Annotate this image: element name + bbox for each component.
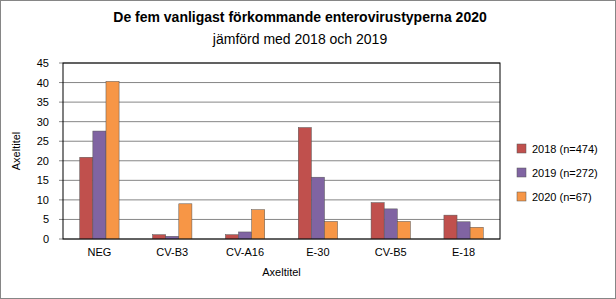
subtitle: jämförd med 2018 och 2019 — [212, 31, 388, 47]
bar — [153, 235, 166, 239]
bar — [470, 227, 483, 239]
tick-mark — [59, 121, 63, 122]
bar — [106, 81, 119, 239]
grid-line — [63, 102, 500, 103]
legend-label: 2020 (n=67) — [532, 191, 592, 203]
bar — [311, 177, 324, 239]
legend-swatch — [517, 168, 526, 177]
x-tick-label: CV-B3 — [156, 246, 188, 258]
bar — [397, 221, 410, 239]
y-tick-label: 15 — [37, 174, 49, 186]
y-tick-label: 5 — [43, 213, 49, 225]
tick-mark — [59, 199, 63, 200]
grid-line — [63, 180, 500, 181]
bar — [298, 128, 311, 239]
grid-line — [63, 82, 500, 83]
y-tick-label: 30 — [37, 116, 49, 128]
y-tick-label: 45 — [37, 57, 49, 69]
y-tick-label: 40 — [37, 77, 49, 89]
x-tick-label: E-18 — [452, 246, 475, 258]
grid-line — [63, 219, 500, 220]
legend-label: 2018 (n=474) — [532, 143, 598, 155]
tick-mark — [59, 141, 63, 142]
bar — [324, 221, 337, 239]
legend-label: 2019 (n=272) — [532, 167, 598, 179]
bar — [457, 222, 470, 239]
bar — [384, 209, 397, 239]
y-tick-label: 10 — [37, 194, 49, 206]
title: De fem vanligast förkommande enterovirus… — [113, 9, 487, 25]
bar — [444, 215, 457, 239]
bar — [179, 204, 192, 239]
grid-line — [63, 141, 500, 142]
y-axis-title: Axeltitel — [10, 132, 22, 171]
grid-line — [63, 160, 500, 161]
y-tick-label: 0 — [43, 233, 49, 245]
chart-border — [1, 1, 616, 299]
x-tick-label: CV-A16 — [226, 246, 264, 258]
chart-svg: De fem vanligast förkommande enterovirus… — [0, 0, 616, 299]
bar — [252, 210, 265, 239]
bar — [239, 232, 252, 239]
chart-container: De fem vanligast förkommande enterovirus… — [0, 0, 616, 299]
tick-mark — [59, 160, 63, 161]
bars — [80, 81, 483, 239]
plot-frame — [63, 63, 500, 239]
tick-mark — [59, 82, 63, 83]
legend-swatch — [517, 192, 526, 201]
bar — [371, 203, 384, 239]
tick-mark — [59, 239, 63, 240]
tick-mark — [59, 219, 63, 220]
bar — [80, 157, 93, 239]
y-tick-label: 35 — [37, 96, 49, 108]
x-tick-label: E-30 — [306, 246, 329, 258]
x-tick-label: NEG — [87, 246, 111, 258]
x-tick-label: CV-B5 — [375, 246, 407, 258]
y-tick-label: 25 — [37, 135, 49, 147]
grid-line — [63, 121, 500, 122]
grid-line — [63, 199, 500, 200]
y-tick-label: 20 — [37, 155, 49, 167]
bar — [225, 235, 238, 239]
bar — [93, 131, 106, 239]
tick-mark — [59, 102, 63, 103]
legend-swatch — [517, 144, 526, 153]
tick-mark — [59, 180, 63, 181]
tick-mark — [59, 63, 63, 64]
x-axis-title: Axeltitel — [262, 266, 301, 278]
